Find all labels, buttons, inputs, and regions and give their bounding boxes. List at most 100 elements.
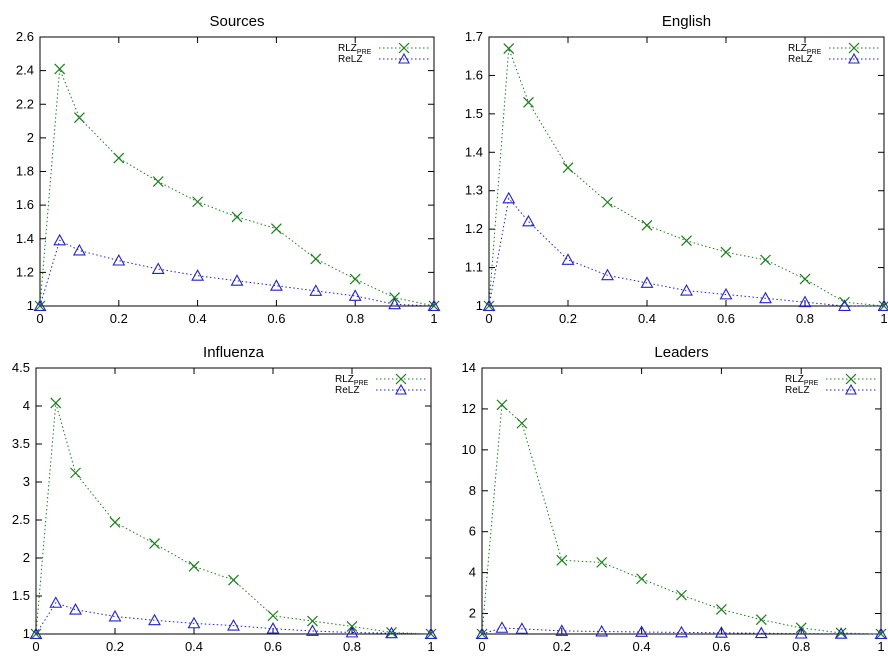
data-point-rlz-pre xyxy=(760,254,771,266)
data-point-rlz-pre xyxy=(641,219,653,231)
chart-title: English xyxy=(662,13,711,30)
data-point-relz xyxy=(29,627,43,639)
y-tick-label: 10 xyxy=(462,442,476,457)
x-tick-label: 1 xyxy=(427,639,434,654)
data-point-relz xyxy=(148,613,161,626)
data-point-relz xyxy=(33,299,47,311)
series-line-relz xyxy=(488,197,884,307)
data-point-relz xyxy=(49,596,63,608)
data-point-rlz-pre xyxy=(878,300,888,312)
data-point-relz xyxy=(601,268,614,281)
data-point-relz xyxy=(151,262,165,274)
data-point-relz xyxy=(269,279,283,291)
series-line-relz xyxy=(481,627,882,635)
data-point-relz xyxy=(877,299,888,311)
data-point-rlz-pre xyxy=(596,556,608,568)
chart-title: Leaders xyxy=(654,344,708,361)
data-point-rlz-pre xyxy=(835,627,847,639)
x-tick-label: 0 xyxy=(478,639,485,654)
plot-frame xyxy=(488,36,885,307)
data-point-relz xyxy=(345,625,359,638)
legend-marker-rlz-pre xyxy=(395,373,407,385)
data-point-rlz-pre xyxy=(349,273,361,285)
x-tick-label: 0 xyxy=(32,639,39,654)
chart-title: Influenza xyxy=(203,344,265,361)
data-point-relz xyxy=(680,283,693,296)
data-point-relz xyxy=(309,284,323,296)
series-line-rlz-pre xyxy=(481,403,882,635)
x-tick-label: 0.6 xyxy=(712,639,730,654)
x-tick-label: 0.8 xyxy=(343,639,361,654)
series-line-rlz-pre xyxy=(39,68,435,307)
x-tick-label: 1 xyxy=(430,311,437,326)
y-tick-label: 1.6 xyxy=(465,67,483,82)
y-tick-label: 1.3 xyxy=(465,183,483,198)
data-point-rlz-pre xyxy=(428,300,440,312)
data-point-relz xyxy=(522,214,535,227)
y-tick-label: 6 xyxy=(469,524,476,539)
data-point-rlz-pre xyxy=(310,253,322,265)
x-tick-label: 0.4 xyxy=(189,311,207,326)
data-point-relz xyxy=(427,299,441,311)
y-tick-label: 8 xyxy=(469,483,476,498)
data-point-relz xyxy=(266,622,280,634)
data-point-relz xyxy=(230,274,244,286)
data-point-relz xyxy=(495,621,509,633)
data-point-relz xyxy=(482,299,496,311)
data-point-relz xyxy=(515,622,529,634)
data-point-relz xyxy=(306,624,319,636)
data-point-rlz-pre xyxy=(307,615,318,627)
y-tick-label: 2 xyxy=(469,606,476,621)
data-point-relz xyxy=(72,243,86,256)
legend-marker-rlz-pre xyxy=(845,373,857,385)
plot-frame xyxy=(35,367,432,635)
data-point-relz xyxy=(798,295,812,308)
data-point-relz xyxy=(69,603,82,615)
chart-panel: English 0 0.2 0.4 0.6 0.8 1 1 1.1 1.2 1.3 1.4 1.5 1.6… xyxy=(465,13,888,326)
data-point-relz xyxy=(714,626,728,638)
x-tick-label: 0.4 xyxy=(638,311,656,326)
data-point-rlz-pre xyxy=(113,152,125,164)
data-point-rlz-pre xyxy=(109,516,121,528)
data-point-relz xyxy=(555,624,569,636)
legend-label: RLZPRE xyxy=(788,43,822,56)
y-tick-label: 1.1 xyxy=(465,260,483,275)
data-point-rlz-pre xyxy=(228,574,239,586)
data-point-relz xyxy=(502,191,516,204)
data-point-rlz-pre xyxy=(149,538,160,549)
data-point-rlz-pre xyxy=(636,573,648,585)
data-point-rlz-pre xyxy=(720,246,732,258)
y-tick-label: 4 xyxy=(469,565,476,580)
plot-frame xyxy=(481,367,882,635)
data-point-relz xyxy=(640,276,654,288)
x-tick-label: 0.2 xyxy=(106,639,124,654)
data-point-relz xyxy=(191,269,205,281)
data-point-relz xyxy=(424,627,438,639)
legend-label: RLZPRE xyxy=(338,43,372,56)
y-tick-label: 2.6 xyxy=(16,29,34,44)
data-point-rlz-pre xyxy=(386,627,397,638)
x-tick-label: 0 xyxy=(485,311,492,326)
y-tick-label: 3.5 xyxy=(12,436,30,451)
y-tick-label: 1 xyxy=(27,298,34,313)
data-point-rlz-pre xyxy=(188,560,200,572)
y-tick-label: 1 xyxy=(476,298,483,313)
data-point-relz xyxy=(794,626,808,639)
y-tick-label: 1.6 xyxy=(16,197,34,212)
legend-label: ReLZ xyxy=(335,385,359,396)
legend-label: ReLZ xyxy=(785,385,809,396)
y-tick-label: 2 xyxy=(23,550,30,565)
data-point-rlz-pre xyxy=(556,554,568,566)
data-point-relz xyxy=(834,627,848,639)
data-point-rlz-pre xyxy=(152,176,164,188)
x-tick-label: 1 xyxy=(877,639,884,654)
data-point-rlz-pre xyxy=(681,235,692,247)
legend-label: RLZPRE xyxy=(785,374,819,387)
data-point-rlz-pre xyxy=(270,223,282,235)
legend-label: ReLZ xyxy=(338,54,362,65)
data-point-relz xyxy=(561,253,575,265)
data-point-relz xyxy=(108,609,122,622)
data-point-relz xyxy=(348,289,362,301)
y-tick-label: 1.7 xyxy=(465,29,483,44)
